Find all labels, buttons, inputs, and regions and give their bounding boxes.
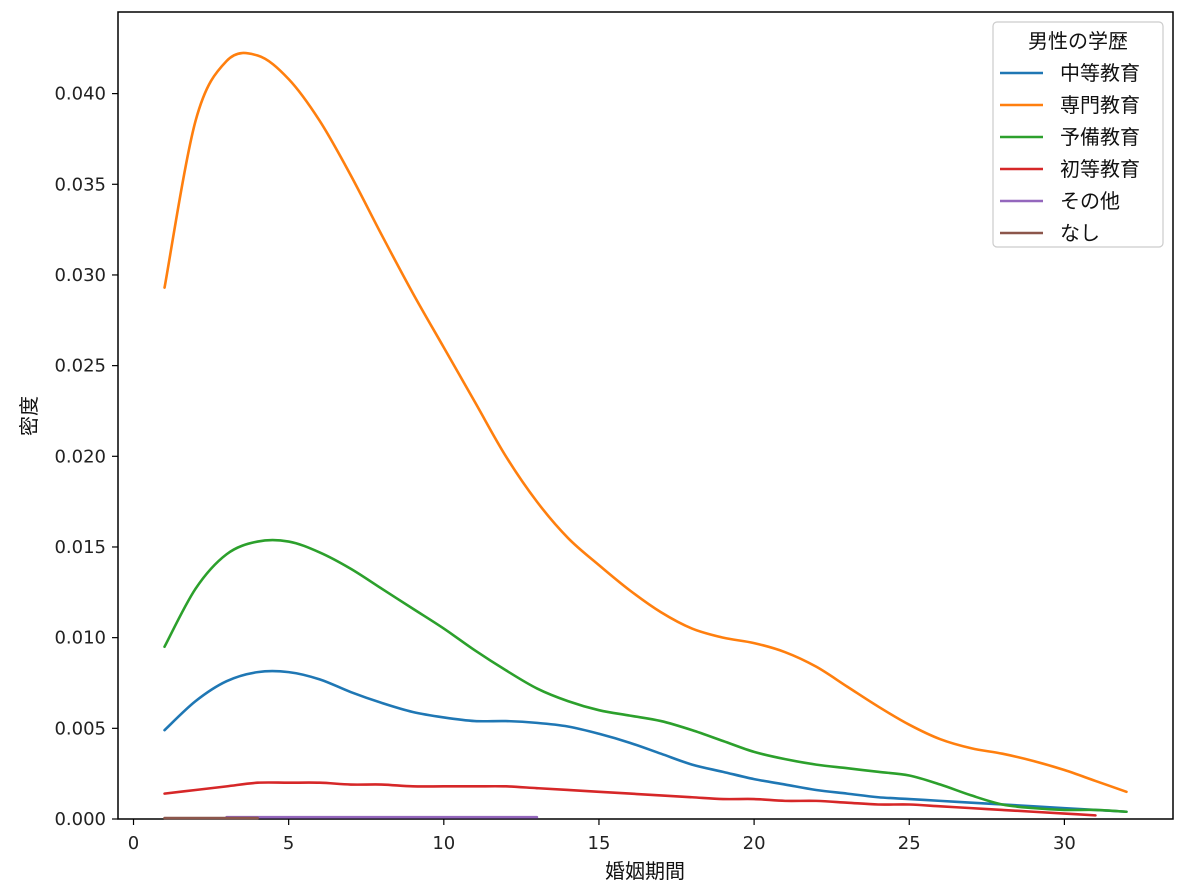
x-tick-label: 15 [588,833,611,854]
series-lines [163,51,1128,820]
series-line [163,781,1097,817]
y-tick-label: 0.040 [54,84,106,105]
y-tick-label: 0.015 [54,537,106,558]
series-line [163,51,1128,794]
x-tick-label: 25 [898,833,921,854]
x-tick-label: 0 [128,833,139,854]
x-tick-label: 5 [283,833,294,854]
legend-label: その他 [1060,189,1120,213]
legend-title: 男性の学歴 [1028,29,1128,53]
y-tick-label: 0.000 [54,809,106,830]
legend-box [992,21,1164,248]
legend-label: 初等教育 [1060,157,1140,181]
y-tick-label: 0.030 [54,265,106,286]
y-tick-label: 0.020 [54,446,106,467]
y-tick-label: 0.005 [54,718,106,739]
series-line [163,669,1128,814]
plot-area-frame [117,11,1174,820]
x-tick-label: 20 [743,833,766,854]
x-axis-title: 婚姻期間 [605,859,685,883]
legend-label: 専門教育 [1060,93,1140,117]
y-tick-label: 0.025 [54,356,106,377]
legend-label: なし [1060,221,1100,245]
y-tick-label: 0.035 [54,174,106,195]
x-tick-label: 10 [432,833,455,854]
y-tick-label: 0.010 [54,628,106,649]
y-axis-title: 密度 [17,396,41,436]
x-tick-label: 30 [1053,833,1076,854]
legend-label: 予備教育 [1060,125,1140,149]
series-line [163,538,1128,814]
y-axis-ticks: 0.000 0.005 0.010 0.015 0.020 0.025 0.030 0.035… [54,84,118,830]
x-axis-ticks: 0 5 10 15 20 25 30 [128,819,1076,854]
legend-label: 中等教育 [1060,61,1140,85]
